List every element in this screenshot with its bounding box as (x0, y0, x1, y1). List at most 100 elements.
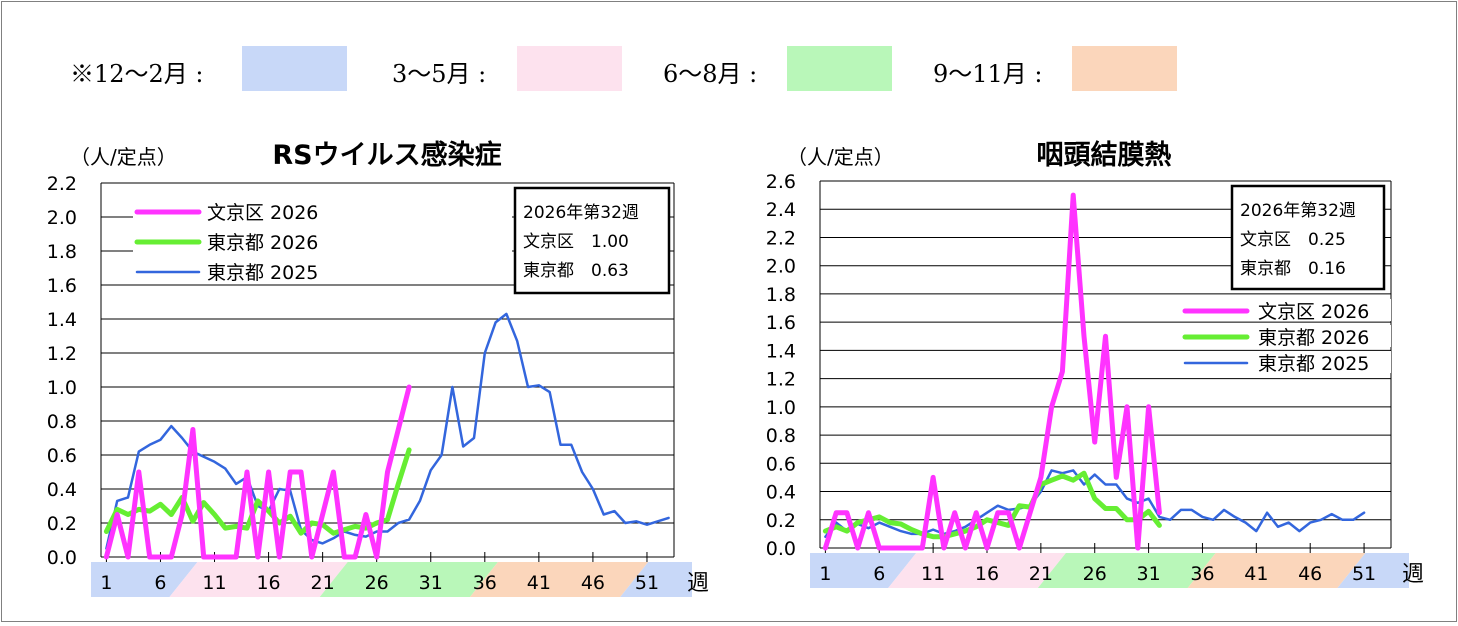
y-tick-label: 1.8 (47, 241, 77, 263)
info-box-line: 文京区 0.25 (1240, 230, 1346, 250)
y-tick-label: 0.6 (766, 453, 796, 475)
x-tick-label: 51 (635, 572, 659, 594)
x-tick-label: 31 (1137, 563, 1161, 585)
season-band-spring (888, 553, 1066, 588)
series-line-2 (105, 312, 670, 550)
season-band-winter (620, 562, 692, 597)
y-tick-label: 1.6 (766, 312, 796, 334)
x-tick-label: 11 (202, 572, 226, 594)
x-tick-label: 1 (819, 563, 831, 585)
y-tick-label: 0.2 (47, 513, 77, 535)
series-line-1 (822, 470, 1162, 540)
y-tick-label: 2.6 (766, 171, 796, 193)
x-tick-label: 1 (100, 572, 112, 594)
x-tick-label: 26 (365, 572, 389, 594)
info-box-line: 文京区 1.00 (523, 232, 629, 252)
info-box (513, 186, 671, 295)
x-tick-label: 6 (154, 572, 166, 594)
x-tick-label: 41 (527, 572, 551, 594)
season-band-winter (810, 553, 917, 588)
season-legend-swatch (787, 46, 892, 91)
series-line-1 (103, 447, 412, 536)
x-tick-label: 51 (1352, 563, 1376, 585)
y-tick-label: 1.6 (47, 275, 77, 297)
y-tick-label: 1.0 (47, 377, 77, 399)
y-tick-label: 0.4 (766, 482, 796, 504)
legend-backdrop (1181, 325, 1391, 347)
y-tick-label: 0.8 (766, 425, 796, 447)
info-box (1230, 184, 1386, 291)
x-tick-label: 46 (1298, 563, 1322, 585)
legend-backdrop (133, 200, 512, 222)
legend-backdrop (133, 260, 512, 282)
week-unit-label: 週 (1402, 562, 1424, 587)
x-tick-label: 26 (1083, 563, 1107, 585)
x-tick-label: 21 (1029, 563, 1053, 585)
season-band-summer (319, 562, 498, 597)
info-box-line: 2026年第32週 (523, 203, 639, 223)
legend-label: 東京都 2026 (1258, 327, 1369, 349)
legend-label: 東京都 2025 (207, 262, 318, 284)
season-legend-label: 3～5月 : (392, 60, 486, 88)
legend-label: 東京都 2025 (1258, 353, 1369, 375)
season-band-autumn (1187, 553, 1366, 588)
legend-backdrop (1181, 351, 1391, 373)
y-tick-label: 2.2 (47, 173, 77, 195)
y-tick-label: 0.4 (47, 479, 77, 501)
series-line-0 (103, 384, 412, 560)
season-band-winter (91, 562, 198, 597)
y-tick-label: 1.4 (766, 340, 796, 362)
legend-label: 文京区 2026 (207, 202, 318, 224)
season-band-autumn (469, 562, 649, 597)
season-legend-label: 9～11月 : (933, 60, 1043, 88)
legend-backdrop (1181, 299, 1391, 321)
chart-title: 咽頭結膜熱 (1037, 139, 1172, 171)
x-tick-label: 11 (921, 563, 945, 585)
info-box-line: 東京都 0.16 (1240, 259, 1346, 279)
x-tick-label: 16 (256, 572, 280, 594)
season-band-winter (1337, 553, 1409, 588)
x-tick-label: 46 (581, 572, 605, 594)
season-legend-swatch (242, 46, 347, 91)
y-tick-label: 0.0 (47, 547, 77, 569)
legend-label: 文京区 2026 (1258, 301, 1369, 323)
series-line-0 (822, 192, 1162, 551)
y-tick-label: 0.0 (766, 538, 796, 560)
season-legend-label: 6～8月 : (663, 60, 757, 88)
y-tick-label: 0.6 (47, 445, 77, 467)
y-tick-label: 1.0 (766, 397, 796, 419)
y-axis-label: （人/定点） (70, 145, 177, 169)
x-tick-label: 31 (419, 572, 443, 594)
y-tick-label: 0.2 (766, 510, 796, 532)
y-tick-label: 1.2 (766, 369, 796, 391)
legend-backdrop (133, 230, 512, 252)
y-tick-label: 1.8 (766, 284, 796, 306)
y-tick-label: 2.2 (766, 227, 796, 249)
x-tick-label: 41 (1244, 563, 1268, 585)
y-axis-label: （人/定点） (787, 145, 894, 169)
x-tick-label: 36 (473, 572, 497, 594)
info-box-line: 2026年第32週 (1240, 201, 1356, 221)
info-box-line: 東京都 0.63 (523, 261, 629, 281)
season-legend-label: ※12～2月 : (70, 60, 204, 88)
rsv-chart: 0.00.20.40.60.81.01.21.41.61.82.02.21 6 11… (47, 139, 709, 597)
season-band-summer (1037, 553, 1216, 588)
chart-title: RSウイルス感染症 (272, 139, 501, 171)
legend-label: 東京都 2026 (207, 232, 318, 254)
y-tick-label: 1.4 (47, 309, 77, 331)
pcf-chart: 0.0 0.2 0.4 0.6 0.8 1.0 1.2 1.4 1.6 1.8 2.0 2.2 2.4 2… (766, 139, 1424, 588)
x-tick-label: 16 (975, 563, 999, 585)
week-unit-label: 週 (687, 571, 709, 596)
y-tick-label: 0.8 (47, 411, 77, 433)
season-legend: ※12～2月 : 3～5月 : 6～8月 : 9～11月 : (70, 46, 1177, 91)
y-tick-label: 1.2 (47, 343, 77, 365)
season-legend-swatch (1072, 46, 1177, 91)
season-legend-swatch (517, 46, 622, 91)
x-tick-label: 36 (1190, 563, 1214, 585)
x-tick-label: 6 (873, 563, 885, 585)
y-tick-label: 2.0 (47, 207, 77, 229)
series-line-2 (824, 469, 1366, 538)
x-tick-label: 21 (311, 572, 335, 594)
